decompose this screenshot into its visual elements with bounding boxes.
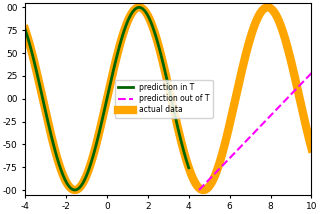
Legend: prediction in T, prediction out of T, actual data: prediction in T, prediction out of T, ac…	[115, 80, 213, 117]
prediction in T	[73, 189, 77, 191]
prediction in T	[182, 150, 186, 153]
prediction out of T	[264, 119, 268, 122]
prediction in T	[23, 28, 27, 31]
prediction out of T	[197, 189, 201, 191]
Line: prediction out of T: prediction out of T	[199, 73, 311, 190]
prediction in T	[109, 79, 113, 82]
actual data	[52, 147, 56, 149]
actual data	[266, 6, 269, 9]
actual data	[309, 147, 313, 150]
prediction in T	[123, 29, 126, 31]
actual data	[220, 153, 224, 156]
prediction in T	[61, 174, 65, 177]
prediction in T	[177, 131, 181, 133]
prediction out of T	[251, 132, 255, 135]
prediction in T	[187, 166, 191, 169]
actual data	[149, 22, 153, 24]
Line: actual data: actual data	[23, 6, 313, 192]
actual data	[202, 189, 205, 191]
prediction in T	[137, 6, 141, 9]
prediction out of T	[251, 133, 254, 136]
actual data	[252, 26, 256, 28]
prediction out of T	[258, 125, 262, 128]
prediction out of T	[309, 72, 313, 74]
prediction out of T	[307, 75, 311, 77]
prediction in T	[55, 155, 59, 157]
actual data	[247, 42, 251, 45]
actual data	[139, 6, 143, 9]
prediction out of T	[289, 93, 293, 95]
actual data	[23, 28, 27, 31]
Line: prediction in T: prediction in T	[25, 7, 189, 190]
